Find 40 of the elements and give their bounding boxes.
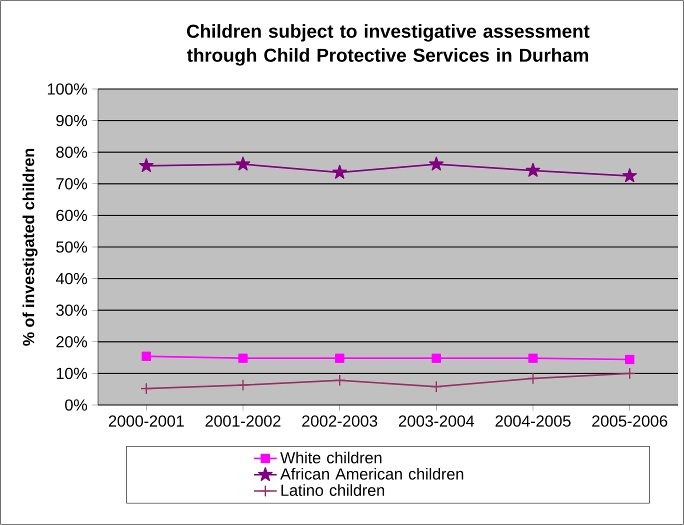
x-tick-label: 2001-2002 [206,415,280,427]
point [432,354,442,363]
point [429,156,444,170]
y-tick-label: 100% [48,83,88,95]
y-tick-label: 90% [56,114,88,126]
y-axis-title: % of investigated children [22,148,38,346]
y-tick-label: 20% [56,336,88,348]
y-tick-label: 80% [56,146,88,158]
point [526,162,540,177]
point [334,374,346,386]
point [528,354,538,363]
y-tick-label: 30% [56,304,88,316]
legend-label: White children [280,452,382,464]
chart-title: Children subject to investigative assessment through Child Protective Services in Durham [187,24,590,66]
point [140,382,152,395]
point [624,367,636,380]
point [622,168,637,182]
point [139,158,154,172]
point [526,372,540,384]
y-tick-label: 10% [56,368,88,380]
y-tick-label: 40% [56,272,88,284]
point [142,352,152,362]
point [624,354,634,364]
point [332,164,347,179]
point [335,354,344,363]
y-tick-label: 50% [56,241,88,253]
x-tick-label: 2002-2003 [302,415,378,427]
y-tick-label: 0% [65,399,88,411]
y-tick-label: 60% [56,210,88,222]
x-tick-label: 2004-2005 [496,415,571,427]
x-tick-label: 2003-2004 [398,415,474,427]
point [238,354,248,363]
point [430,380,442,393]
legend-label: Latino children [282,484,384,496]
x-tick-label: 2000-2001 [108,415,184,427]
point [236,156,250,170]
y-tick-label: 70% [56,178,88,190]
x-tick-label: 2005-2006 [592,415,668,427]
point [236,379,250,392]
legend-label: African American children [280,468,464,480]
